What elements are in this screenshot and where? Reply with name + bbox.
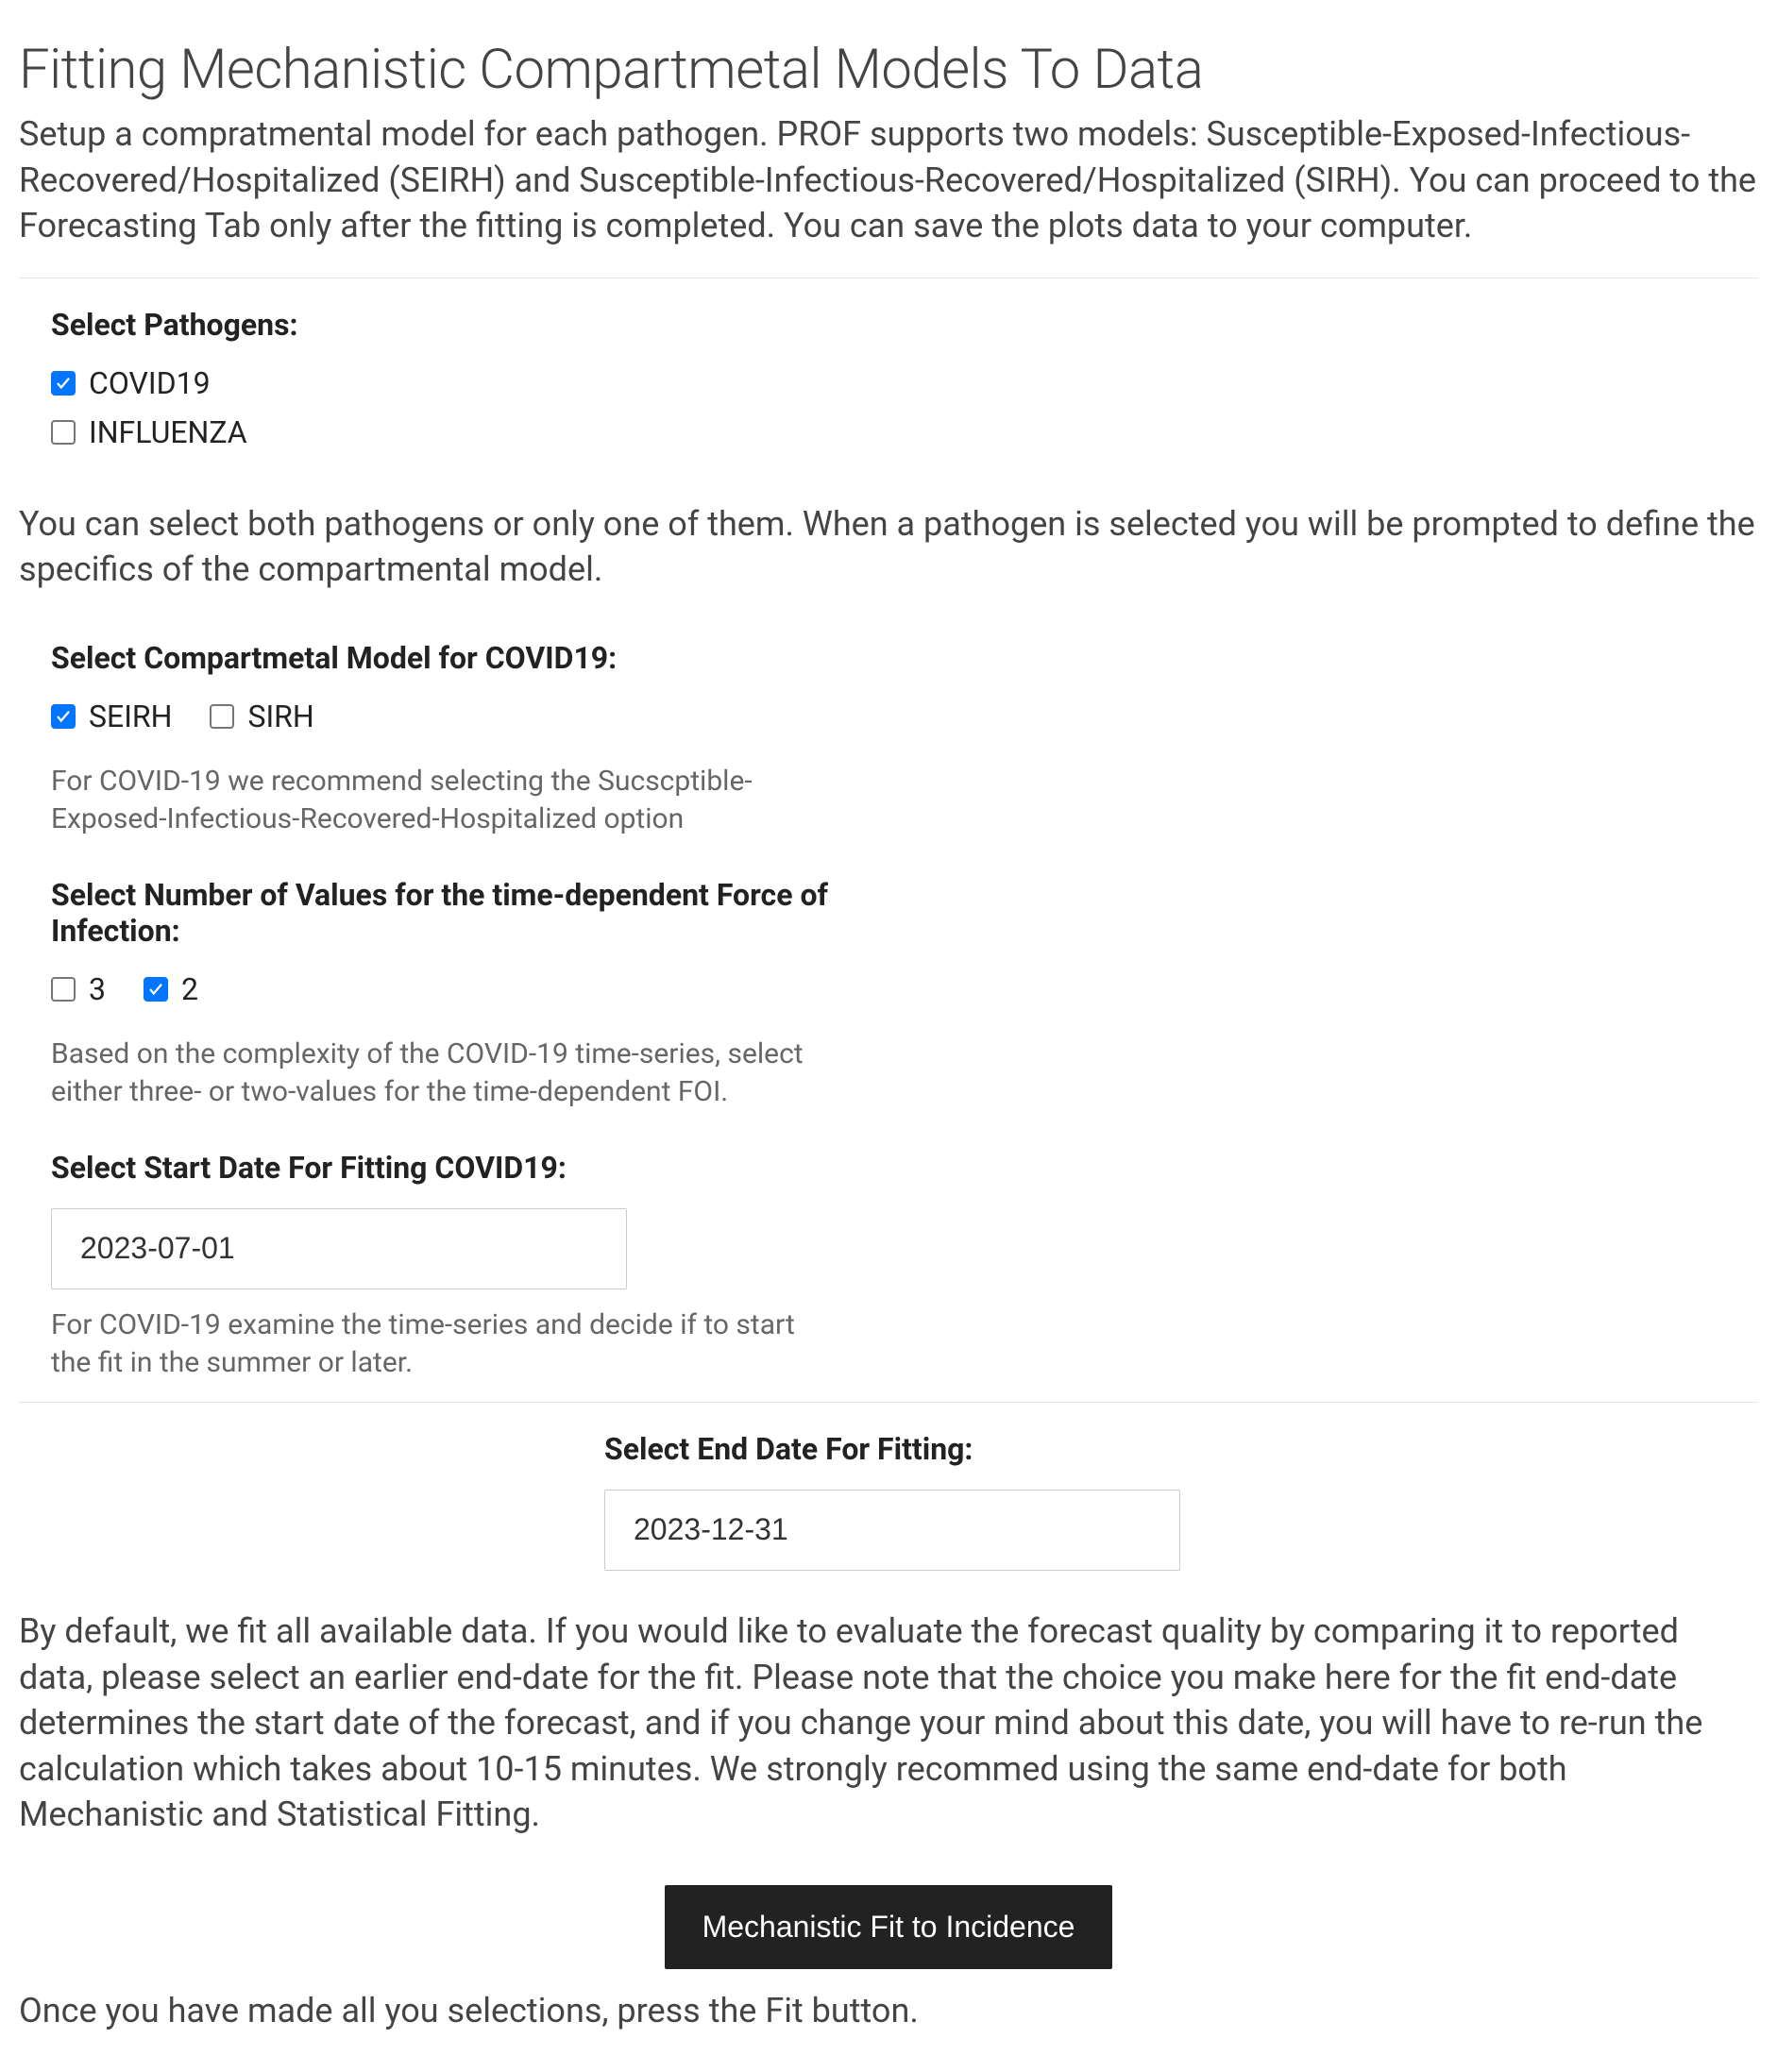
fit-help: Once you have made all you selections, p… xyxy=(19,1988,1758,2034)
covid-config-section: Select Compartmetal Model for COVID19: S… xyxy=(19,612,869,1402)
covid-model-option-label: SEIRH xyxy=(89,699,172,734)
pathogen-option-label: COVID19 xyxy=(89,365,211,401)
mechanistic-fit-button[interactable]: Mechanistic Fit to Incidence xyxy=(665,1885,1113,1969)
foi-option-label: 2 xyxy=(181,971,198,1007)
pathogens-help: You can select both pathogens or only on… xyxy=(19,501,1758,593)
covid-model-option-label: SIRH xyxy=(247,699,313,734)
end-date-input[interactable] xyxy=(604,1490,1180,1571)
check-icon xyxy=(55,375,72,392)
pathogens-section: Select Pathogens: COVID19 INFLUENZA xyxy=(19,278,1758,482)
check-icon xyxy=(55,708,72,725)
covid-model-label: Select Compartmetal Model for COVID19: xyxy=(51,640,869,676)
covid-model-option-seirh[interactable]: SEIRH xyxy=(51,699,172,734)
foi-label: Select Number of Values for the time-dep… xyxy=(51,877,869,949)
foi-help: Based on the complexity of the COVID-19 … xyxy=(51,1036,825,1112)
pathogens-label: Select Pathogens: xyxy=(51,307,1758,343)
checkbox-seirh[interactable] xyxy=(51,704,76,729)
pathogen-option-influenza[interactable]: INFLUENZA xyxy=(51,414,1758,450)
end-date-section: Select End Date For Fitting: xyxy=(19,1403,1758,1571)
start-date-help: For COVID-19 examine the time-series and… xyxy=(51,1306,825,1383)
pathogen-option-covid19[interactable]: COVID19 xyxy=(51,365,1758,401)
end-date-help: By default, we fit all available data. I… xyxy=(19,1609,1758,1838)
end-date-label: Select End Date For Fitting: xyxy=(604,1431,1758,1467)
start-date-label: Select Start Date For Fitting COVID19: xyxy=(51,1150,869,1186)
intro-paragraph: Setup a compratmental model for each pat… xyxy=(19,111,1758,249)
check-icon xyxy=(147,981,164,998)
checkbox-foi-3[interactable] xyxy=(51,977,76,1002)
foi-option-3[interactable]: 3 xyxy=(51,971,106,1007)
covid-model-help: For COVID-19 we recommend selecting the … xyxy=(51,763,825,839)
page-title: Fitting Mechanistic Compartmetal Models … xyxy=(19,38,1758,102)
foi-option-label: 3 xyxy=(89,971,106,1007)
foi-options: 3 2 xyxy=(51,971,869,1007)
foi-option-2[interactable]: 2 xyxy=(144,971,198,1007)
covid-model-option-sirh[interactable]: SIRH xyxy=(210,699,313,734)
covid-model-options: SEIRH SIRH xyxy=(51,699,869,734)
page-root: Fitting Mechanistic Compartmetal Models … xyxy=(0,0,1777,2072)
checkbox-sirh[interactable] xyxy=(210,704,234,729)
fit-button-row: Mechanistic Fit to Incidence xyxy=(19,1885,1758,1969)
start-date-input[interactable] xyxy=(51,1208,627,1289)
pathogen-option-label: INFLUENZA xyxy=(89,414,247,450)
checkbox-foi-2[interactable] xyxy=(144,977,168,1002)
checkbox-covid19[interactable] xyxy=(51,371,76,396)
checkbox-influenza[interactable] xyxy=(51,420,76,445)
